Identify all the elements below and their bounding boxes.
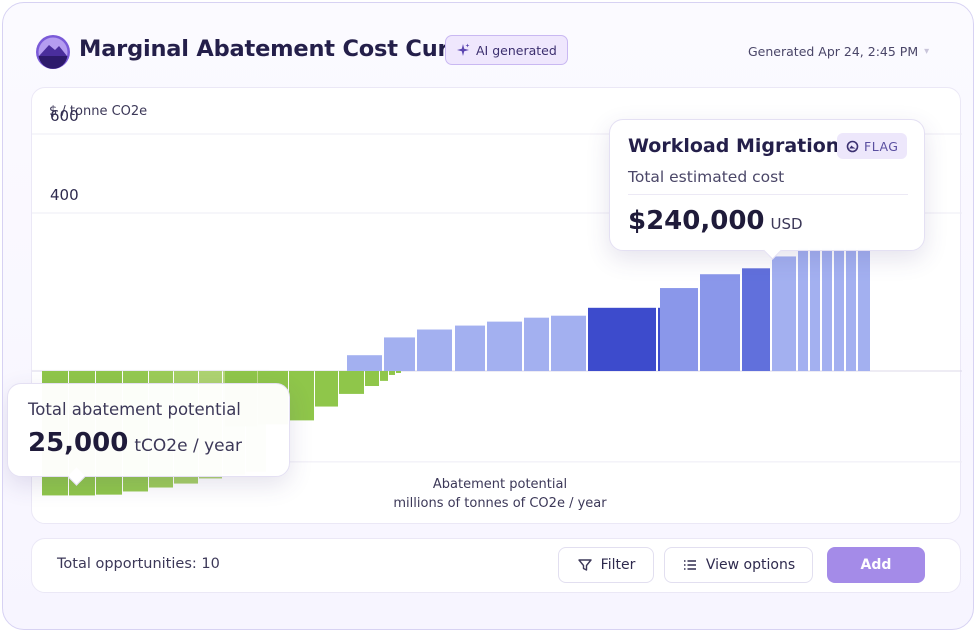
tooltip-subtitle: Total abatement potential (28, 400, 241, 419)
view-options-label: View options (705, 557, 796, 573)
abatement-unit: tCO2e / year (134, 436, 242, 456)
page-title: Marginal Abatement Cost Curve (79, 36, 478, 62)
tooltip-abatement-value: 25,000 tCO2e / year (28, 428, 242, 458)
add-button[interactable]: Add (827, 547, 925, 583)
y-tick-label: 600 (50, 107, 79, 125)
chart-bar[interactable] (742, 268, 770, 371)
abatement-potential-tooltip: Total abatement potential 25,000 tCO2e / … (7, 383, 290, 486)
ai-badge-label: AI generated (476, 42, 557, 58)
tooltip-cost-value: $240,000 USD (628, 206, 803, 236)
footer-toolbar: Total opportunities: 10 Filter View opti… (31, 538, 961, 593)
tooltip-subtitle: Total estimated cost (628, 168, 785, 186)
mountain-logo-icon (36, 35, 70, 69)
y-tick-label: 400 (50, 186, 79, 204)
generated-label: Generated Apr 24, 2:45 PM (748, 44, 919, 59)
cost-amount: $240,000 (628, 206, 765, 236)
abatement-amount: 25,000 (28, 428, 129, 458)
header: Marginal Abatement Cost Curve AI generat… (3, 3, 973, 93)
chevron-down-icon: ▾ (924, 46, 930, 57)
chart-bar[interactable] (487, 321, 522, 371)
chart-bar[interactable] (660, 288, 698, 371)
workload-migration-tooltip: Workload Migration FLAG Total estimated … (609, 119, 925, 260)
x-axis-label-line2: millions of tonnes of CO2e / year (393, 496, 607, 511)
list-lines-icon (683, 560, 696, 570)
chart-bar[interactable] (396, 371, 401, 373)
filter-funnel-icon (577, 559, 592, 571)
chart-bar[interactable] (700, 274, 740, 371)
chart-bar[interactable] (834, 248, 844, 371)
chart-bar[interactable] (455, 325, 485, 371)
chart-bar[interactable] (417, 329, 452, 371)
total-count: 10 (201, 556, 220, 572)
ai-generated-badge: AI generated (445, 35, 568, 65)
chart-bar[interactable] (858, 248, 870, 371)
chart-bar[interactable] (810, 248, 820, 371)
total-opportunities: Total opportunities: 10 (57, 556, 220, 572)
filter-button[interactable]: Filter (558, 547, 654, 583)
chart-bar[interactable] (384, 337, 415, 371)
total-label: Total opportunities: (57, 556, 197, 572)
chart-bar[interactable] (315, 371, 338, 407)
chart-bar[interactable] (798, 248, 808, 371)
chart-bar[interactable] (389, 371, 395, 375)
flag-label: FLAG (864, 138, 899, 154)
chart-bar[interactable] (846, 248, 856, 371)
x-axis-label-line1: Abatement potential (433, 477, 567, 492)
y-axis-label: $ / tonne CO2e (49, 104, 147, 119)
sparkle-icon (457, 43, 470, 56)
flag-badge: FLAG (837, 133, 908, 159)
filter-label: Filter (600, 557, 636, 573)
chart-bar[interactable] (339, 371, 364, 394)
chart-bar[interactable] (524, 317, 549, 371)
view-options-button[interactable]: View options (664, 547, 813, 583)
chart-bar[interactable] (347, 355, 382, 371)
chart-bar[interactable] (289, 371, 314, 421)
tooltip-divider (628, 194, 908, 195)
chart-bar[interactable] (551, 315, 586, 371)
chart-bar[interactable] (822, 248, 832, 371)
chart-bar[interactable] (588, 307, 656, 371)
chart-bar[interactable] (365, 371, 379, 387)
generated-timestamp[interactable]: Generated Apr 24, 2:45 PM ▾ (748, 44, 929, 59)
tooltip-title: Workload Migration (628, 135, 840, 157)
cost-unit: USD (770, 215, 803, 233)
chart-bar[interactable] (380, 371, 388, 381)
chart-bar[interactable] (772, 256, 796, 371)
flag-icon (846, 140, 859, 152)
